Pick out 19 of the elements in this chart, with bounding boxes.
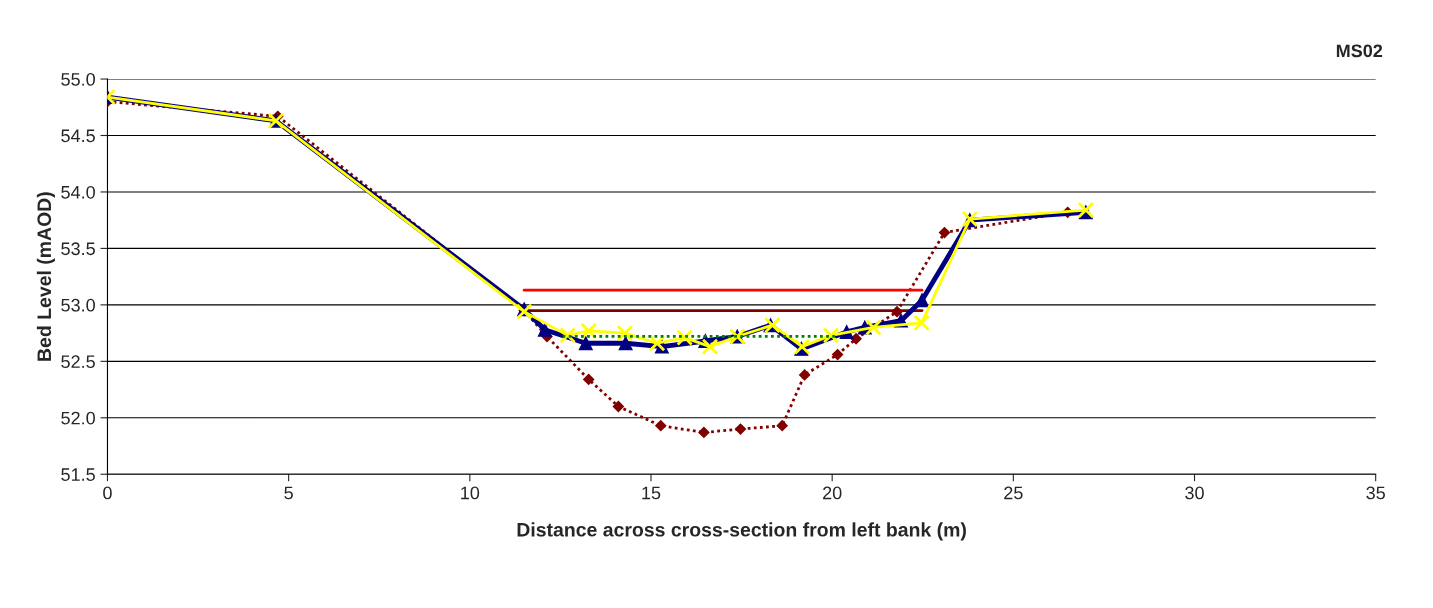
x-tick-label: 25 <box>1004 486 1023 500</box>
y-tick-label: 52.5 <box>61 355 95 369</box>
y-tick-label: 54.5 <box>61 129 95 143</box>
x-tick-label: 5 <box>284 486 293 500</box>
x-tick-label: 35 <box>1366 486 1385 500</box>
y-tick-label: 54.0 <box>61 185 95 199</box>
x-tick-label: 0 <box>103 486 112 500</box>
y-tick-label: 51.5 <box>61 468 95 481</box>
y-axis-title: Bed Level (mAOD) <box>36 192 55 361</box>
chart-title: MS02 <box>1336 44 1383 58</box>
x-tick-label: 10 <box>461 486 480 500</box>
y-tick-label: 55.0 <box>61 72 95 86</box>
x-tick-label: 15 <box>642 486 661 500</box>
y-tick-label: 52.0 <box>61 411 95 425</box>
y-tick-label: 53.0 <box>61 298 95 312</box>
x-tick-label: 20 <box>823 486 842 500</box>
x-axis-title: Distance across cross-section from left bank (m) <box>517 522 966 541</box>
x-tick-label: 30 <box>1185 486 1204 500</box>
y-tick-label: 53.5 <box>61 242 95 256</box>
